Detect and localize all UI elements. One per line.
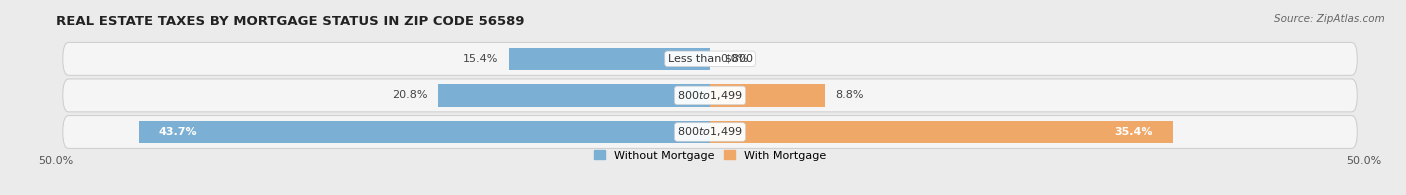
Text: 35.4%: 35.4% <box>1115 127 1153 137</box>
Text: 15.4%: 15.4% <box>463 54 498 64</box>
FancyBboxPatch shape <box>63 43 1357 75</box>
Text: 43.7%: 43.7% <box>159 127 197 137</box>
Text: REAL ESTATE TAXES BY MORTGAGE STATUS IN ZIP CODE 56589: REAL ESTATE TAXES BY MORTGAGE STATUS IN … <box>56 15 524 28</box>
Text: $800 to $1,499: $800 to $1,499 <box>678 126 742 138</box>
Bar <box>439 84 710 107</box>
Text: $800 to $1,499: $800 to $1,499 <box>678 89 742 102</box>
Bar <box>710 84 825 107</box>
FancyBboxPatch shape <box>63 115 1357 148</box>
FancyBboxPatch shape <box>63 79 1357 112</box>
Text: 8.8%: 8.8% <box>835 90 865 100</box>
Text: Less than $800: Less than $800 <box>668 54 752 64</box>
Bar <box>509 48 710 70</box>
Text: 0.0%: 0.0% <box>720 54 749 64</box>
Text: 20.8%: 20.8% <box>392 90 427 100</box>
Text: Source: ZipAtlas.com: Source: ZipAtlas.com <box>1274 14 1385 24</box>
Bar <box>139 121 710 143</box>
Bar <box>710 121 1173 143</box>
Legend: Without Mortgage, With Mortgage: Without Mortgage, With Mortgage <box>595 150 825 161</box>
